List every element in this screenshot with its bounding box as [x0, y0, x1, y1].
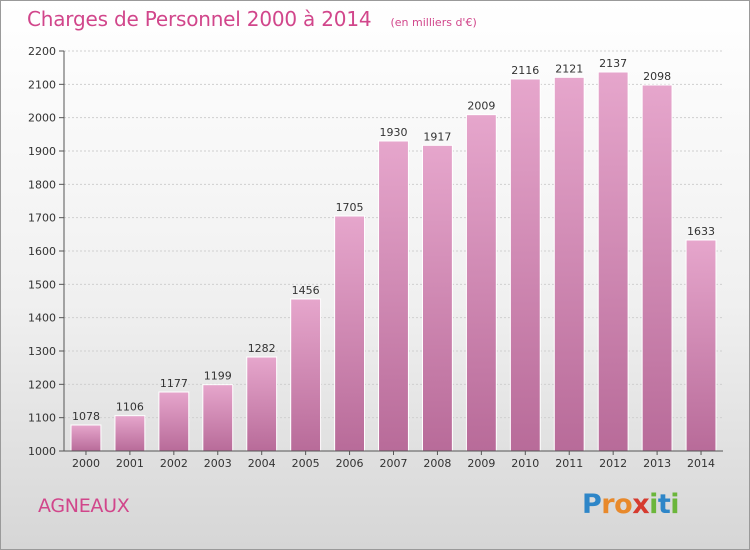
x-tick-label: 2009: [467, 457, 495, 470]
x-tick-label: 2006: [336, 457, 364, 470]
y-tick-label: 1800: [28, 178, 56, 191]
x-tick-label: 2005: [292, 457, 320, 470]
y-tick-label: 1400: [28, 312, 56, 325]
bar: [334, 215, 366, 452]
proxiti-logo[interactable]: Proxiti: [582, 489, 680, 520]
bar: [421, 144, 453, 452]
x-tick-label: 2002: [160, 457, 188, 470]
title-block: Charges de Personnel 2000 à 2014 (en mil…: [27, 7, 477, 31]
bar: [246, 356, 278, 452]
x-tick-label: 2007: [380, 457, 408, 470]
data-label: 1282: [248, 342, 276, 355]
logo-letter: P: [582, 489, 602, 520]
bar: [202, 384, 234, 452]
y-tick-label: 2000: [28, 112, 56, 125]
bar: [290, 298, 322, 452]
data-label: 2116: [511, 64, 539, 77]
x-tick-label: 2000: [72, 457, 100, 470]
data-label: 2137: [599, 57, 627, 70]
data-label: 1917: [423, 130, 451, 143]
logo-letter: o: [614, 489, 633, 520]
data-label: 2009: [467, 100, 495, 113]
data-label: 1078: [72, 410, 100, 423]
chart-title: Charges de Personnel 2000 à 2014: [27, 7, 372, 31]
logo-letter: x: [632, 489, 650, 520]
bar: [641, 84, 673, 452]
y-tick-label: 1500: [28, 278, 56, 291]
y-tick-label: 1100: [28, 412, 56, 425]
x-tick-label: 2004: [248, 457, 276, 470]
x-tick-label: 2012: [599, 457, 627, 470]
x-tick-label: 2008: [423, 457, 451, 470]
bar: [378, 140, 409, 452]
bar: [597, 71, 629, 452]
data-label: 2098: [643, 70, 671, 83]
y-tick-label: 2200: [28, 45, 56, 58]
bar: [509, 78, 541, 452]
data-label: 2121: [555, 62, 583, 75]
data-label: 1930: [380, 126, 408, 139]
logo-letter: r: [601, 489, 615, 520]
bar: [158, 391, 190, 452]
logo-letter: i: [649, 489, 658, 520]
bar: [70, 424, 102, 452]
y-tick-label: 1000: [28, 445, 56, 458]
data-label: 1199: [204, 370, 232, 383]
y-tick-label: 1300: [28, 345, 56, 358]
logo-letter: i: [670, 489, 680, 520]
x-tick-label: 2003: [204, 457, 232, 470]
x-tick-label: 2014: [687, 457, 715, 470]
y-tick-label: 1700: [28, 212, 56, 225]
data-label: 1456: [292, 284, 320, 297]
x-tick-label: 2011: [555, 457, 583, 470]
data-label: 1177: [160, 377, 188, 390]
bar: [465, 114, 497, 452]
data-label: 1106: [116, 401, 144, 414]
bar: [114, 415, 146, 452]
y-tick-label: 1200: [28, 378, 56, 391]
x-tick-label: 2013: [643, 457, 671, 470]
commune-name: AGNEAUX: [38, 495, 130, 517]
data-label: 1633: [687, 225, 715, 238]
y-tick-label: 1600: [28, 245, 56, 258]
y-tick-label: 2100: [28, 78, 56, 91]
logo-letter: t: [657, 489, 671, 520]
data-label: 1705: [336, 201, 364, 214]
chart-subtitle: (en milliers d'€): [390, 16, 477, 29]
bar: [685, 239, 717, 452]
y-tick-label: 1900: [28, 145, 56, 158]
x-tick-label: 2001: [116, 457, 144, 470]
bar: [553, 76, 585, 452]
x-tick-label: 2010: [511, 457, 539, 470]
